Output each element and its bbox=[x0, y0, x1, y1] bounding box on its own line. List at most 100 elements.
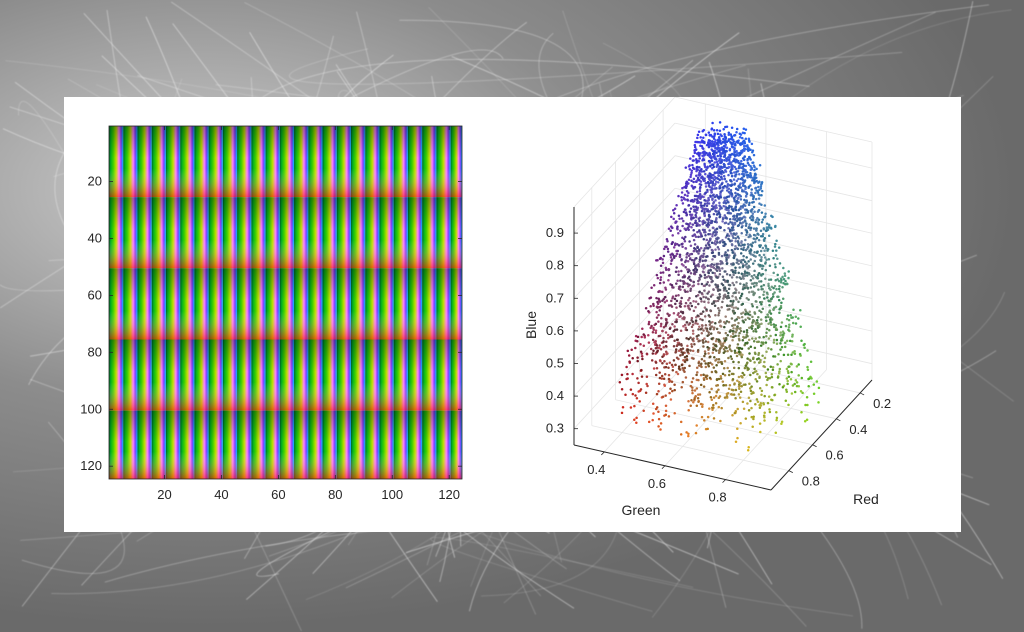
scatter-point bbox=[765, 247, 768, 250]
scatter-point bbox=[748, 352, 751, 355]
scatter-point bbox=[721, 300, 724, 304]
scatter-point bbox=[689, 157, 692, 160]
image-tile-shade bbox=[422, 410, 437, 479]
image-tile-shade bbox=[336, 197, 351, 269]
scatter-point bbox=[723, 373, 727, 377]
scatter-point bbox=[703, 140, 706, 144]
scatter-point bbox=[712, 154, 716, 158]
scatter-point bbox=[741, 400, 745, 404]
scatter-point bbox=[716, 299, 720, 303]
scatter-point bbox=[730, 161, 733, 164]
scatter-point bbox=[697, 130, 701, 133]
scatter-point bbox=[762, 293, 765, 297]
scatter-point bbox=[711, 135, 714, 138]
image-tile-shade bbox=[265, 339, 280, 411]
scatter-point bbox=[767, 234, 771, 238]
scatter-point bbox=[780, 420, 784, 423]
scatter-point bbox=[758, 422, 762, 425]
scatter-point bbox=[658, 376, 662, 380]
scatter-point bbox=[700, 415, 704, 419]
image-tile-shade bbox=[137, 339, 152, 411]
scatter-point bbox=[730, 135, 734, 139]
scatter-point bbox=[691, 349, 695, 353]
scatter-point bbox=[743, 260, 747, 263]
scatter-point bbox=[754, 221, 757, 224]
scatter-point bbox=[702, 345, 705, 348]
scatter-point bbox=[710, 127, 714, 130]
scatter-point bbox=[659, 322, 663, 326]
scatter-point bbox=[708, 152, 711, 156]
scatter-point bbox=[733, 142, 737, 146]
image-tile-shade bbox=[294, 339, 309, 411]
scatter-point bbox=[781, 286, 784, 289]
scatter-point bbox=[693, 246, 696, 250]
scatter-point bbox=[709, 221, 713, 225]
scatter-point bbox=[776, 295, 779, 298]
scatter-point bbox=[728, 330, 732, 333]
scatter-point bbox=[755, 283, 758, 287]
scatter-point bbox=[730, 317, 734, 320]
scatter-point bbox=[764, 229, 768, 232]
scatter-point bbox=[719, 165, 723, 168]
scatter-point bbox=[745, 271, 749, 275]
scatter-point bbox=[741, 157, 745, 160]
image-tile-shade bbox=[365, 339, 380, 411]
scatter-point bbox=[768, 410, 772, 414]
scatter-point bbox=[751, 305, 754, 308]
scatter-point bbox=[784, 282, 787, 286]
scatter-point bbox=[700, 204, 704, 208]
scatter-point bbox=[699, 402, 703, 406]
scatter-point bbox=[754, 330, 758, 333]
image-tile-shade bbox=[165, 410, 181, 479]
scatter-point bbox=[677, 312, 680, 315]
scatter-point bbox=[729, 299, 733, 303]
z-axis-tick-label: 0.9 bbox=[546, 225, 564, 240]
scatter-point bbox=[731, 377, 735, 381]
scatter-point bbox=[704, 340, 708, 343]
scatter-point bbox=[691, 223, 695, 226]
scatter-point bbox=[708, 209, 712, 213]
image-tile-shade bbox=[123, 339, 138, 411]
scatter-point bbox=[655, 343, 659, 347]
scatter-point bbox=[676, 372, 680, 376]
scatter-point bbox=[769, 334, 772, 338]
scatter-point bbox=[749, 228, 752, 232]
scatter-point bbox=[729, 133, 733, 136]
scatter-point bbox=[683, 323, 687, 327]
scatter-point bbox=[703, 207, 706, 211]
scatter-point bbox=[734, 331, 737, 334]
scatter-point bbox=[747, 185, 751, 188]
scatter-point bbox=[764, 262, 767, 265]
scatter-point bbox=[750, 243, 753, 247]
scatter-point bbox=[803, 342, 806, 346]
image-tile-shade bbox=[422, 126, 437, 198]
scatter-point bbox=[767, 395, 771, 398]
scatter-point bbox=[715, 269, 719, 273]
scatter-point bbox=[715, 165, 718, 169]
scatter-point bbox=[686, 344, 689, 348]
scatter-point bbox=[699, 297, 703, 301]
scatter-point bbox=[657, 313, 660, 317]
scatter-point bbox=[757, 193, 761, 197]
scatter-point bbox=[620, 373, 624, 377]
scatter-point bbox=[775, 249, 778, 252]
scatter-point bbox=[651, 338, 655, 342]
scatter-point bbox=[713, 234, 717, 237]
image-tile-shade bbox=[365, 268, 380, 340]
scatter-point bbox=[740, 217, 744, 220]
image-tile-shade bbox=[294, 268, 309, 340]
scatter-point bbox=[650, 286, 653, 289]
scatter-point bbox=[740, 294, 743, 298]
image-tile-shade bbox=[294, 126, 309, 198]
image-tile-shade bbox=[350, 410, 366, 479]
scatter-point bbox=[697, 252, 700, 255]
scatter-point bbox=[735, 127, 739, 131]
scatter-point bbox=[751, 357, 755, 361]
scatter-point bbox=[720, 160, 723, 163]
scatter-point bbox=[726, 366, 729, 370]
scatter-point bbox=[718, 293, 721, 296]
image-y-tick-label: 120 bbox=[80, 458, 102, 473]
scatter-point bbox=[718, 331, 721, 335]
scatter-point bbox=[669, 398, 673, 401]
